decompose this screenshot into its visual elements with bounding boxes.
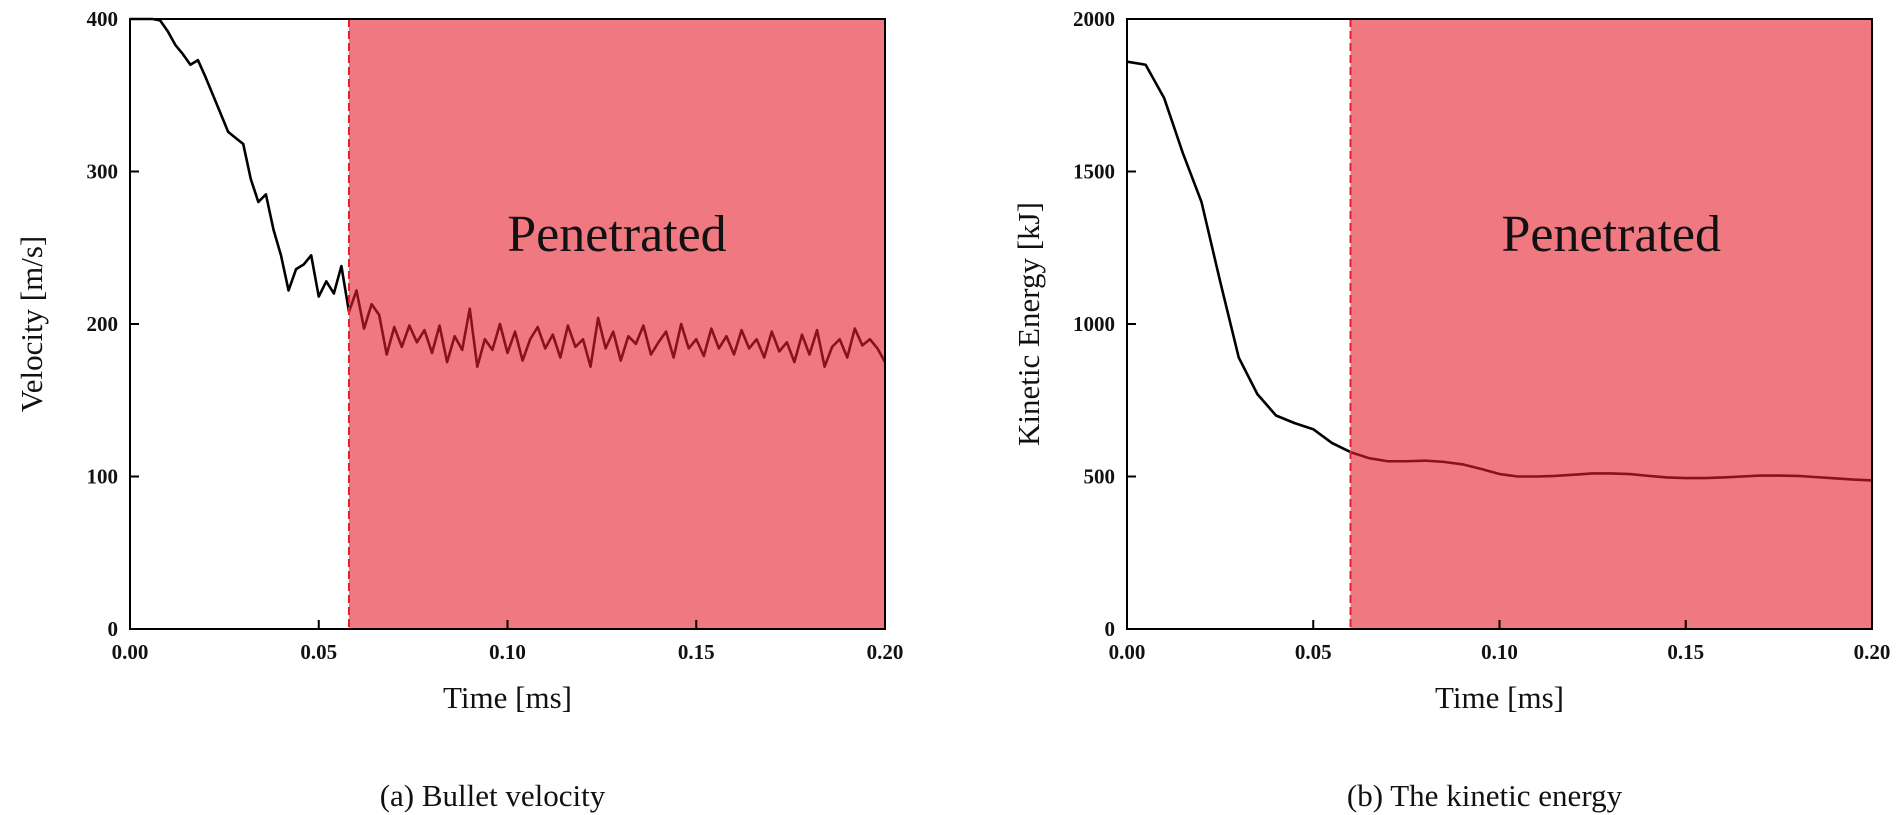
caption: (a) Bullet velocity <box>380 778 606 813</box>
x-axis-label: Time [ms] <box>1435 680 1564 715</box>
y-axis-label: Kinetic Energy [kJ] <box>1011 202 1046 446</box>
x-tick-label: 0.05 <box>1295 640 1332 664</box>
y-tick-label: 1000 <box>1073 312 1115 336</box>
y-tick-label: 400 <box>87 7 119 31</box>
y-tick-label: 2000 <box>1073 7 1115 31</box>
annotation: Penetrated <box>1502 206 1721 263</box>
y-axis-label: Velocity [m/s] <box>14 236 49 413</box>
x-tick-label: 0.15 <box>1667 640 1704 664</box>
x-tick-label: 0.10 <box>489 640 526 664</box>
y-tick-label: 0 <box>108 617 119 641</box>
y-tick-label: 100 <box>87 465 119 489</box>
y-tick-label: 500 <box>1084 465 1116 489</box>
y-tick-label: 300 <box>87 160 119 184</box>
x-tick-label: 0.05 <box>300 640 337 664</box>
caption: (b) The kinetic energy <box>1347 778 1623 813</box>
x-tick-label: 0.00 <box>112 640 149 664</box>
y-tick-label: 200 <box>87 312 119 336</box>
annotation: Penetrated <box>507 206 726 263</box>
y-tick-label: 1500 <box>1073 160 1115 184</box>
x-tick-label: 0.00 <box>1109 640 1146 664</box>
x-tick-label: 0.15 <box>678 640 715 664</box>
x-tick-label: 0.20 <box>1854 640 1891 664</box>
x-axis-label: Time [ms] <box>443 680 572 715</box>
y-tick-label: 0 <box>1105 617 1116 641</box>
x-tick-label: 0.20 <box>867 640 904 664</box>
penetrated-region <box>348 19 885 629</box>
penetrated-region <box>1350 19 1872 629</box>
x-tick-label: 0.10 <box>1481 640 1518 664</box>
